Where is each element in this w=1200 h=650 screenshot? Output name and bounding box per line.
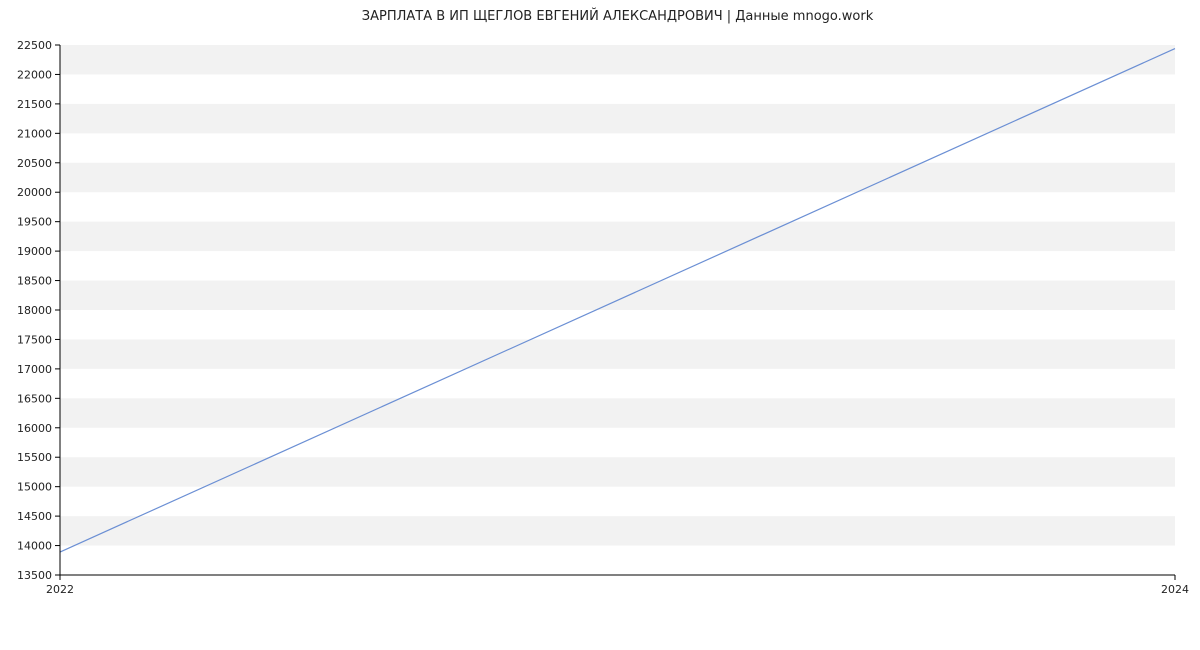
chart-title: ЗАРПЛАТА В ИП ЩЕГЛОВ ЕВГЕНИЙ АЛЕКСАНДРОВ… — [362, 8, 874, 24]
y-tick-label: 20000 — [17, 186, 52, 199]
y-tick-label: 21000 — [17, 127, 52, 140]
y-tick-label: 15500 — [17, 451, 52, 464]
y-tick-label: 14500 — [17, 510, 52, 523]
y-tick-label: 16500 — [17, 392, 52, 405]
x-tick-label: 2022 — [46, 583, 74, 596]
y-tick-label: 18500 — [17, 275, 52, 288]
y-tick-label: 21500 — [17, 98, 52, 111]
y-tick-label: 19000 — [17, 245, 52, 258]
y-tick-label: 22000 — [17, 68, 52, 81]
y-tick-label: 18000 — [17, 304, 52, 317]
salary-line-chart: 13500 14000 14500 15000 15500 16000 16500 17000… — [0, 0, 1200, 650]
y-tick-label: 19500 — [17, 216, 52, 229]
y-tick-label: 15000 — [17, 481, 52, 494]
y-tick-label: 14000 — [17, 540, 52, 553]
y-tick-label: 13500 — [17, 569, 52, 582]
y-tick-label: 17000 — [17, 363, 52, 376]
y-tick-label: 16000 — [17, 422, 52, 435]
y-tick-label: 20500 — [17, 157, 52, 170]
y-tick-label: 17500 — [17, 333, 52, 346]
y-tick-label: 22500 — [17, 39, 52, 52]
x-tick-label: 2024 — [1161, 583, 1189, 596]
